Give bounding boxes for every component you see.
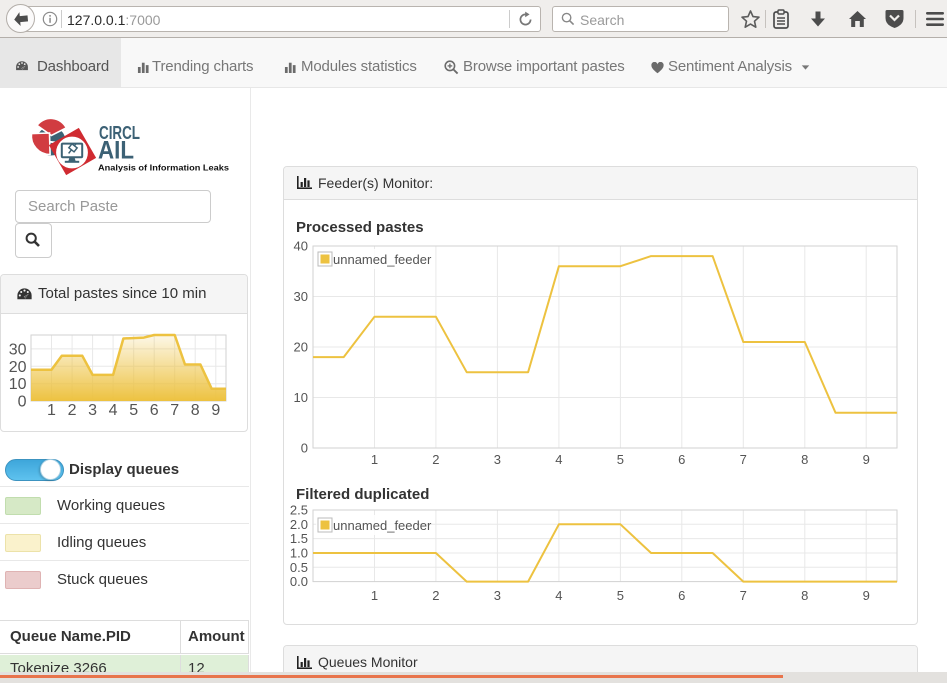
svg-text:4: 4 [555, 588, 562, 603]
svg-text:9: 9 [211, 402, 220, 419]
svg-text:Analysis of Information Leaks: Analysis of Information Leaks [98, 163, 229, 173]
svg-text:2: 2 [432, 588, 439, 603]
svg-text:7: 7 [740, 452, 747, 467]
svg-text:4: 4 [109, 402, 118, 419]
svg-text:CIRCL: CIRCL [99, 123, 140, 143]
svg-text:4: 4 [555, 452, 562, 467]
svg-text:6: 6 [678, 588, 685, 603]
svg-text:3: 3 [494, 588, 501, 603]
svg-text:6: 6 [150, 402, 159, 419]
svg-text:20: 20 [294, 340, 308, 355]
svg-text:AIL: AIL [98, 137, 134, 165]
svg-text:30: 30 [9, 341, 27, 358]
svg-text:2.5: 2.5 [290, 503, 308, 518]
svg-text:20: 20 [9, 359, 27, 376]
svg-text:0.5: 0.5 [290, 560, 308, 575]
svg-text:9: 9 [863, 452, 870, 467]
svg-text:2: 2 [432, 452, 439, 467]
svg-text:0.0: 0.0 [290, 574, 308, 589]
svg-text:10: 10 [9, 376, 27, 393]
svg-text:40: 40 [294, 240, 308, 254]
svg-text:30: 30 [294, 289, 308, 304]
svg-text:unnamed_feeder: unnamed_feeder [333, 252, 432, 267]
svg-text:0: 0 [18, 394, 27, 411]
svg-text:3: 3 [494, 452, 501, 467]
svg-text:8: 8 [801, 588, 808, 603]
svg-text:8: 8 [191, 402, 200, 419]
svg-text:7: 7 [740, 588, 747, 603]
svg-text:2: 2 [68, 402, 77, 419]
svg-text:0: 0 [301, 441, 308, 456]
svg-text:6: 6 [678, 452, 685, 467]
svg-text:unnamed_feeder: unnamed_feeder [333, 518, 432, 533]
svg-text:5: 5 [617, 588, 624, 603]
svg-text:8: 8 [801, 452, 808, 467]
svg-text:2.0: 2.0 [290, 517, 308, 532]
svg-text:1.0: 1.0 [290, 546, 308, 561]
svg-text:1.5: 1.5 [290, 531, 308, 546]
svg-text:1: 1 [371, 588, 378, 603]
svg-text:10: 10 [294, 390, 308, 405]
svg-text:7: 7 [170, 402, 179, 419]
svg-text:5: 5 [129, 402, 138, 419]
svg-text:9: 9 [863, 588, 870, 603]
svg-text:1: 1 [47, 402, 56, 419]
svg-text:3: 3 [88, 402, 97, 419]
svg-text:1: 1 [371, 452, 378, 467]
svg-text:5: 5 [617, 452, 624, 467]
